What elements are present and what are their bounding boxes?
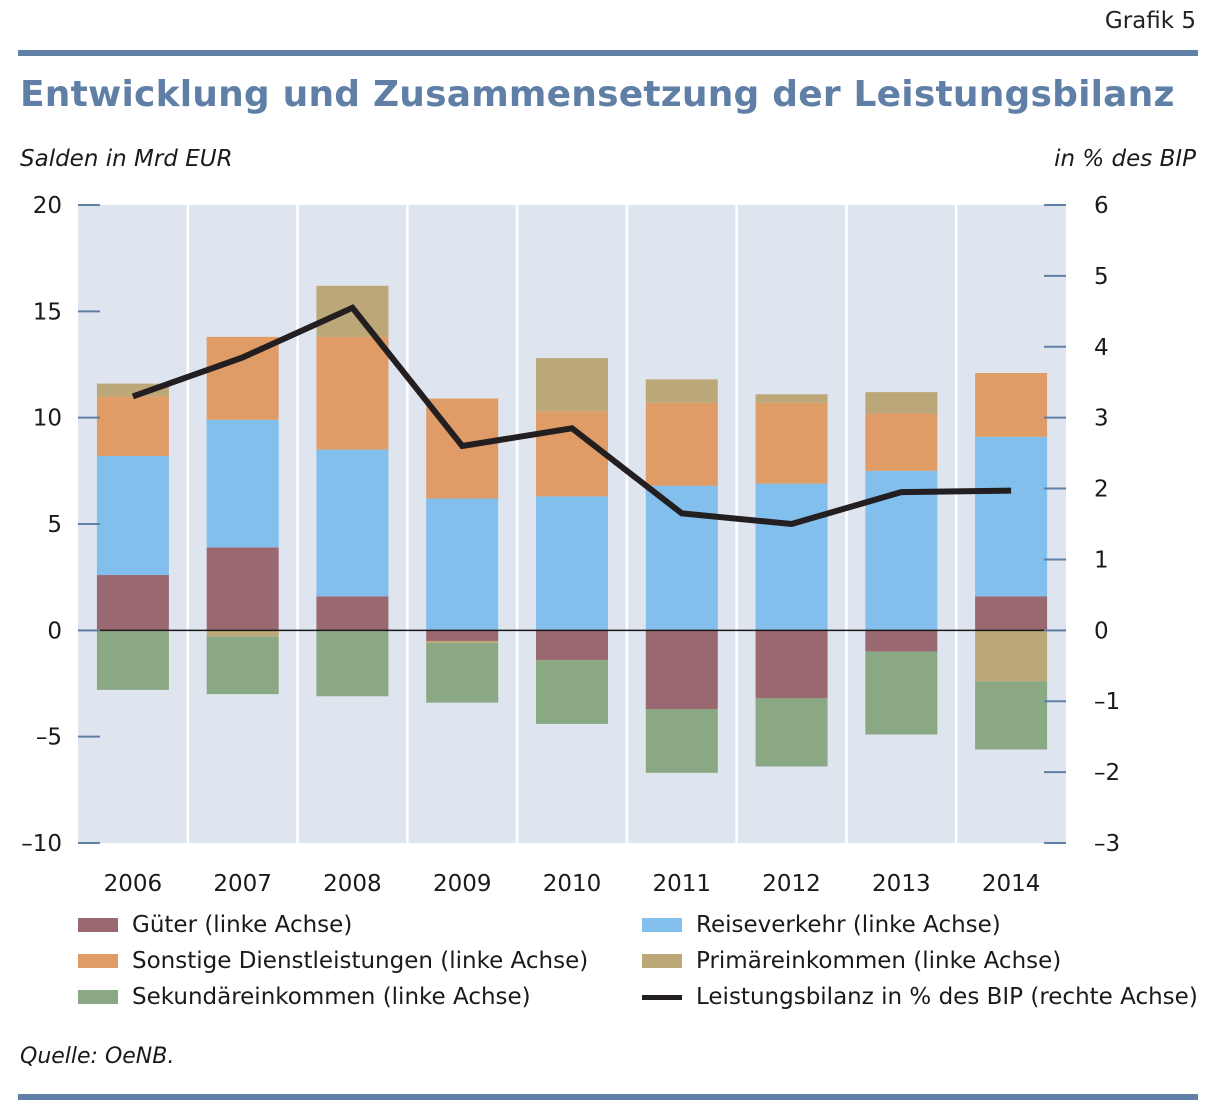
right-axis-tick-label: –1 (1094, 689, 1120, 715)
left-axis-tick-label: 15 (33, 299, 62, 325)
bar-reise-2008 (316, 449, 389, 597)
bar-reise-2007 (206, 419, 279, 548)
right-axis-tick-label: 4 (1094, 335, 1109, 361)
right-axis-tick-label: 0 (1094, 618, 1109, 644)
x-axis-label-2011: 2011 (653, 871, 712, 897)
left-axis-tick-label: –5 (36, 725, 62, 751)
right-axis-tick-label: 3 (1094, 406, 1109, 432)
x-axis-label-2006: 2006 (104, 871, 163, 897)
x-axis-label-2010: 2010 (543, 871, 602, 897)
left-axis-unit: Salden in Mrd EUR (20, 146, 233, 172)
right-axis-tick-label: 1 (1094, 547, 1109, 573)
legend-label-reise: Reiseverkehr (linke Achse) (696, 912, 1001, 938)
legend-item-primaer: Primäreinkommen (linke Achse) (642, 948, 1061, 974)
bar-sekundaer-2006 (96, 630, 169, 690)
source-note: Quelle: OeNB. (20, 1044, 175, 1069)
bar-sonstige-2012 (755, 402, 828, 484)
bar-sonstige-2006 (96, 396, 169, 456)
bar-primaer-2014 (975, 630, 1048, 682)
legend-swatch-primaer (642, 954, 682, 968)
bar-reise-2010 (536, 496, 608, 631)
bar-primaer-2007 (206, 630, 279, 637)
bar-gueter-2008 (316, 596, 389, 631)
bar-sonstige-2011 (645, 402, 718, 486)
bar-gueter-2009 (426, 630, 499, 641)
bar-reise-2009 (426, 498, 499, 631)
top-rule (18, 50, 1198, 56)
right-axis-tick-label: 5 (1094, 264, 1109, 290)
x-axis-label-2009: 2009 (433, 871, 492, 897)
bar-sekundaer-2010 (536, 660, 608, 724)
left-axis-tick-label: 10 (33, 406, 62, 432)
bar-sonstige-2013 (865, 413, 938, 471)
bar-sonstige-2010 (536, 411, 608, 497)
legend-label-primaer: Primäreinkommen (linke Achse) (696, 948, 1062, 974)
bar-primaer-2010 (536, 358, 608, 412)
legend-swatch-sonstige (78, 954, 118, 968)
bar-gueter-2010 (536, 630, 608, 661)
bar-reise-2012 (755, 483, 828, 631)
bar-gueter-2012 (755, 630, 828, 699)
bar-gueter-2011 (645, 630, 718, 710)
legend-label-leistungsbilanz: Leistungsbilanz in % des BIP (rechte Ach… (696, 984, 1198, 1010)
bar-primaer-2013 (865, 392, 938, 414)
x-axis-label-2012: 2012 (762, 871, 821, 897)
bar-sekundaer-2007 (206, 636, 279, 695)
right-axis-unit: in % des BIP (1054, 146, 1196, 172)
right-axis-tick-label: 6 (1094, 193, 1109, 219)
bar-reise-2011 (645, 485, 718, 631)
bar-gueter-2007 (206, 547, 279, 631)
bar-primaer-2011 (645, 379, 718, 403)
right-axis-tick-label: 2 (1094, 477, 1109, 503)
legend-label-gueter: Güter (linke Achse) (132, 912, 353, 938)
left-axis-tick-label: 20 (33, 193, 62, 219)
bar-reise-2006 (96, 455, 169, 576)
x-axis-label-2007: 2007 (213, 871, 272, 897)
legend-swatch-reise (642, 918, 682, 932)
right-axis-tick-label: –2 (1094, 760, 1120, 786)
x-axis-label-2013: 2013 (872, 871, 931, 897)
left-axis-tick-label: 0 (47, 618, 62, 644)
bar-sekundaer-2014 (975, 681, 1048, 750)
bar-primaer-2012 (755, 394, 828, 403)
legend-item-gueter: Güter (linke Achse) (78, 912, 352, 938)
bar-sekundaer-2013 (865, 651, 938, 735)
x-axis-label-2008: 2008 (323, 871, 382, 897)
bar-gueter-2014 (975, 596, 1048, 631)
bar-sekundaer-2011 (645, 709, 718, 773)
legend-swatch-leistungsbilanz (642, 994, 682, 1000)
legend-item-sonstige: Sonstige Dienstleistungen (linke Achse) (78, 948, 588, 974)
bar-gueter-2013 (865, 630, 938, 652)
bar-sekundaer-2008 (316, 630, 389, 697)
bar-primaer-2009 (426, 640, 499, 644)
right-axis-tick-label: –3 (1094, 831, 1120, 857)
legend-item-sekundaer: Sekundäreinkommen (linke Achse) (78, 984, 531, 1010)
legend-label-sonstige: Sonstige Dienstleistungen (linke Achse) (132, 948, 589, 974)
legend-item-reise: Reiseverkehr (linke Achse) (642, 912, 1001, 938)
left-axis-tick-label: 5 (47, 512, 62, 538)
bar-sekundaer-2012 (755, 698, 828, 767)
bottom-rule (18, 1094, 1198, 1100)
x-axis-label-2014: 2014 (982, 871, 1041, 897)
legend-item-leistungsbilanz: Leistungsbilanz in % des BIP (rechte Ach… (642, 984, 1198, 1010)
legend-label-sekundaer: Sekundäreinkommen (linke Achse) (132, 984, 531, 1010)
legend-swatch-sekundaer (78, 990, 118, 1004)
chart-title: Entwicklung und Zusammensetzung der Leis… (20, 74, 1175, 115)
bar-reise-2014 (975, 436, 1048, 597)
left-axis-tick-label: –10 (21, 831, 62, 857)
bar-gueter-2006 (96, 575, 169, 631)
bar-sekundaer-2009 (426, 643, 499, 703)
legend-swatch-gueter (78, 918, 118, 932)
bar-sonstige-2008 (316, 336, 389, 450)
bar-sonstige-2007 (206, 336, 279, 420)
bar-sonstige-2014 (975, 373, 1048, 437)
figure-number: Grafik 5 (1104, 8, 1196, 34)
